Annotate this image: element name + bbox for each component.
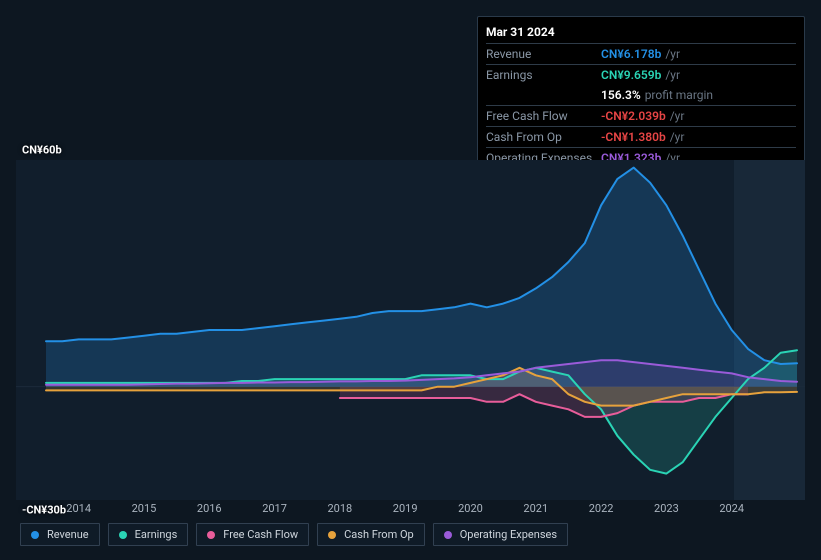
tooltip-row-value: CN¥9.659b bbox=[601, 67, 661, 83]
tooltip-row-value: 156.3% bbox=[601, 87, 641, 103]
tooltip-row-label: Free Cash Flow bbox=[486, 108, 601, 124]
x-axis-label: 2021 bbox=[523, 502, 548, 515]
legend-item-fcf[interactable]: Free Cash Flow bbox=[196, 523, 309, 546]
x-axis-label: 2016 bbox=[197, 502, 222, 515]
tooltip-row-value: -CN¥2.039b bbox=[601, 108, 666, 124]
tooltip-row-unit: /yr bbox=[670, 129, 685, 145]
x-axis-label: 2022 bbox=[589, 502, 614, 515]
tooltip-row-unit: /yr bbox=[665, 67, 680, 83]
data-tooltip: Mar 31 2024 RevenueCN¥6.178b/yrEarningsC… bbox=[477, 16, 805, 173]
x-axis-label: 2014 bbox=[66, 502, 91, 515]
legend-item-cfo[interactable]: Cash From Op bbox=[317, 523, 425, 546]
legend-dot-icon bbox=[444, 531, 452, 539]
x-axis-label: 2020 bbox=[458, 502, 483, 515]
legend-item-label: Cash From Op bbox=[344, 528, 414, 541]
legend-item-label: Earnings bbox=[135, 528, 178, 541]
tooltip-row-unit: /yr bbox=[670, 108, 685, 124]
tooltip-row-label: Earnings bbox=[486, 67, 601, 83]
tooltip-row: Cash From Op-CN¥1.380b/yr bbox=[486, 126, 796, 147]
legend-dot-icon bbox=[119, 531, 127, 539]
x-axis-label: 2019 bbox=[393, 502, 418, 515]
legend-item-label: Operating Expenses bbox=[460, 528, 557, 541]
y-axis-label: CN¥60b bbox=[22, 144, 62, 157]
chart-legend: Revenue Earnings Free Cash Flow Cash From O… bbox=[20, 523, 568, 546]
tooltip-row: 156.3%profit margin bbox=[486, 85, 796, 105]
x-axis-labels: 2014 2015 2016 2017 2018 2019 2020 2021 2022 2023… bbox=[16, 502, 805, 516]
legend-item-earnings[interactable]: Earnings bbox=[108, 523, 189, 546]
legend-item-opex[interactable]: Operating Expenses bbox=[433, 523, 568, 546]
tooltip-row: Free Cash Flow-CN¥2.039b/yr bbox=[486, 105, 796, 126]
x-axis-label: 2017 bbox=[262, 502, 287, 515]
x-axis-label: 2023 bbox=[654, 502, 679, 515]
legend-dot-icon bbox=[31, 531, 39, 539]
legend-dot-icon bbox=[328, 531, 336, 539]
tooltip-row-value: CN¥6.178b bbox=[601, 46, 661, 62]
tooltip-title: Mar 31 2024 bbox=[486, 23, 796, 43]
tooltip-row-label: Cash From Op bbox=[486, 129, 601, 145]
legend-item-revenue[interactable]: Revenue bbox=[20, 523, 100, 546]
tooltip-row-label: Revenue bbox=[486, 46, 601, 62]
financial-chart-root: Mar 31 2024 RevenueCN¥6.178b/yrEarningsC… bbox=[0, 0, 821, 560]
x-axis-label: 2024 bbox=[719, 502, 744, 515]
tooltip-row-extra: profit margin bbox=[645, 87, 713, 103]
tooltip-row-value: -CN¥1.380b bbox=[601, 129, 666, 145]
legend-dot-icon bbox=[207, 531, 215, 539]
tooltip-row-unit: /yr bbox=[665, 46, 680, 62]
x-axis-label: 2018 bbox=[327, 502, 352, 515]
tooltip-row: RevenueCN¥6.178b/yr bbox=[486, 43, 796, 64]
legend-item-label: Revenue bbox=[47, 528, 89, 541]
chart-area[interactable] bbox=[16, 160, 805, 500]
x-axis-label: 2015 bbox=[132, 502, 157, 515]
legend-item-label: Free Cash Flow bbox=[223, 528, 298, 541]
tooltip-row: EarningsCN¥9.659b/yr bbox=[486, 64, 796, 85]
